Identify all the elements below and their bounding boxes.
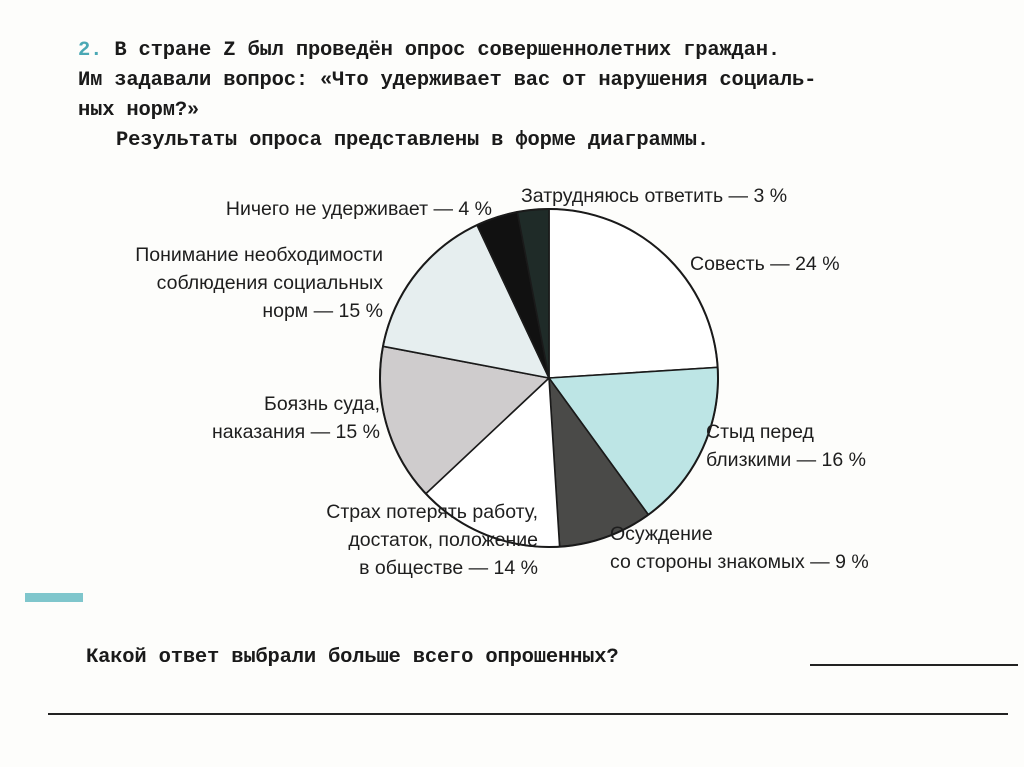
task-line-3: ных норм?»: [78, 99, 200, 122]
question-text: Какой ответ выбрали больше всего опрошен…: [86, 646, 619, 669]
slice-label-6-line-3: норм — 15 %: [262, 300, 383, 322]
slice-label-8-line-1: Затрудняюсь ответить — 3 %: [521, 185, 787, 207]
slice-label-1-line-1: Совесть — 24 %: [690, 253, 840, 275]
slice-label-4: Страх потерять работу, достаток, положени…: [326, 501, 538, 579]
pie-slices: [379, 208, 719, 548]
task-text: 2. В стране Z был проведён опрос соверше…: [78, 36, 978, 156]
task-number: 2.: [78, 39, 103, 62]
task-line-1-text: В стране Z был проведён опрос совершенно…: [114, 39, 780, 62]
slice-label-6-line-1: Понимание необходимости: [135, 244, 383, 266]
slice-label-6-line-2: соблюдения социальных: [157, 272, 384, 294]
slice-label-5: Боязнь суда, наказания — 15 %: [212, 393, 380, 443]
slice-label-6: Понимание необходимости соблюдения социал…: [135, 244, 383, 322]
slice-label-4-line-2: достаток, положение: [348, 529, 538, 551]
slice-label-1: Совесть — 24 %: [690, 253, 840, 275]
task-line-1: 2. В стране Z был проведён опрос соверше…: [78, 36, 978, 66]
pie-slice-1: [548, 208, 719, 379]
slice-label-4-line-3: в обществе — 14 %: [359, 557, 538, 579]
slice-label-8: Затрудняюсь ответить — 3 %: [521, 185, 787, 207]
slice-label-5-line-1: Боязнь суда,: [264, 393, 380, 415]
answer-line-2[interactable]: [48, 713, 1008, 715]
pie-labels: Совесть — 24 % Стыд перед близкими — 16 % О…: [135, 185, 868, 579]
slice-label-4-line-1: Страх потерять работу,: [326, 501, 538, 523]
results-line: Результаты опроса представлены в форме д…: [116, 129, 709, 152]
slice-label-3-line-2: со стороны знакомых — 9 %: [610, 551, 869, 573]
slice-label-2: Стыд перед близкими — 16 %: [706, 421, 866, 471]
slice-label-7-line-1: Ничего не удерживает — 4 %: [226, 198, 492, 220]
slice-label-3: Осуждение со стороны знакомых — 9 %: [610, 523, 869, 573]
slice-label-7: Ничего не удерживает — 4 %: [226, 198, 492, 220]
slice-label-3-line-1: Осуждение: [610, 523, 713, 545]
slice-label-5-line-2: наказания — 15 %: [212, 421, 380, 443]
pie-outline: [379, 208, 719, 548]
task-line-2: Им задавали вопрос: «Что удерживает вас …: [78, 69, 817, 92]
answer-line-1[interactable]: [810, 664, 1018, 666]
accent-bar: [25, 593, 83, 602]
slice-label-2-line-2: близкими — 16 %: [706, 449, 866, 471]
slice-label-2-line-1: Стыд перед: [706, 421, 814, 443]
